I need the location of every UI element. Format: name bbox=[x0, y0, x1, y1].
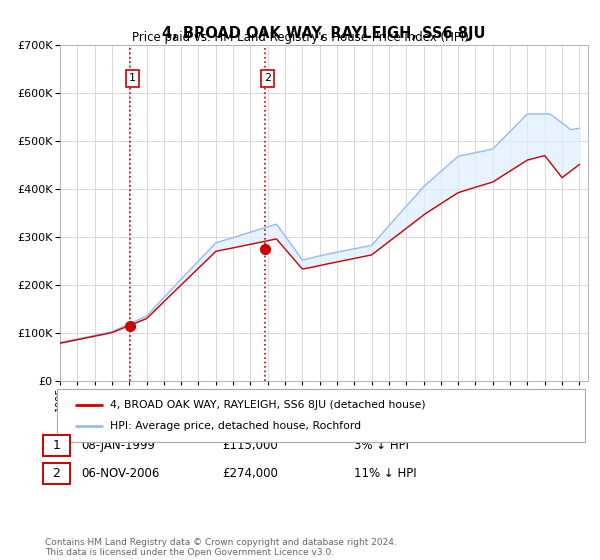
Text: £274,000: £274,000 bbox=[222, 466, 278, 480]
Title: 4, BROAD OAK WAY, RAYLEIGH, SS6 8JU: 4, BROAD OAK WAY, RAYLEIGH, SS6 8JU bbox=[162, 26, 486, 41]
Text: 2: 2 bbox=[52, 466, 61, 480]
Text: 3% ↓ HPI: 3% ↓ HPI bbox=[354, 438, 409, 452]
Text: 1: 1 bbox=[52, 438, 61, 452]
Text: Contains HM Land Registry data © Crown copyright and database right 2024.
This d: Contains HM Land Registry data © Crown c… bbox=[45, 538, 397, 557]
Text: 06-NOV-2006: 06-NOV-2006 bbox=[81, 466, 160, 480]
Text: Price paid vs. HM Land Registry's House Price Index (HPI): Price paid vs. HM Land Registry's House … bbox=[131, 31, 469, 44]
Text: 08-JAN-1999: 08-JAN-1999 bbox=[81, 438, 155, 452]
Text: 11% ↓ HPI: 11% ↓ HPI bbox=[354, 466, 416, 480]
Text: 1: 1 bbox=[129, 73, 136, 83]
Text: 2: 2 bbox=[264, 73, 271, 83]
Text: 4, BROAD OAK WAY, RAYLEIGH, SS6 8JU (detached house): 4, BROAD OAK WAY, RAYLEIGH, SS6 8JU (det… bbox=[110, 400, 426, 410]
Text: HPI: Average price, detached house, Rochford: HPI: Average price, detached house, Roch… bbox=[110, 421, 362, 431]
Text: £115,000: £115,000 bbox=[222, 438, 278, 452]
